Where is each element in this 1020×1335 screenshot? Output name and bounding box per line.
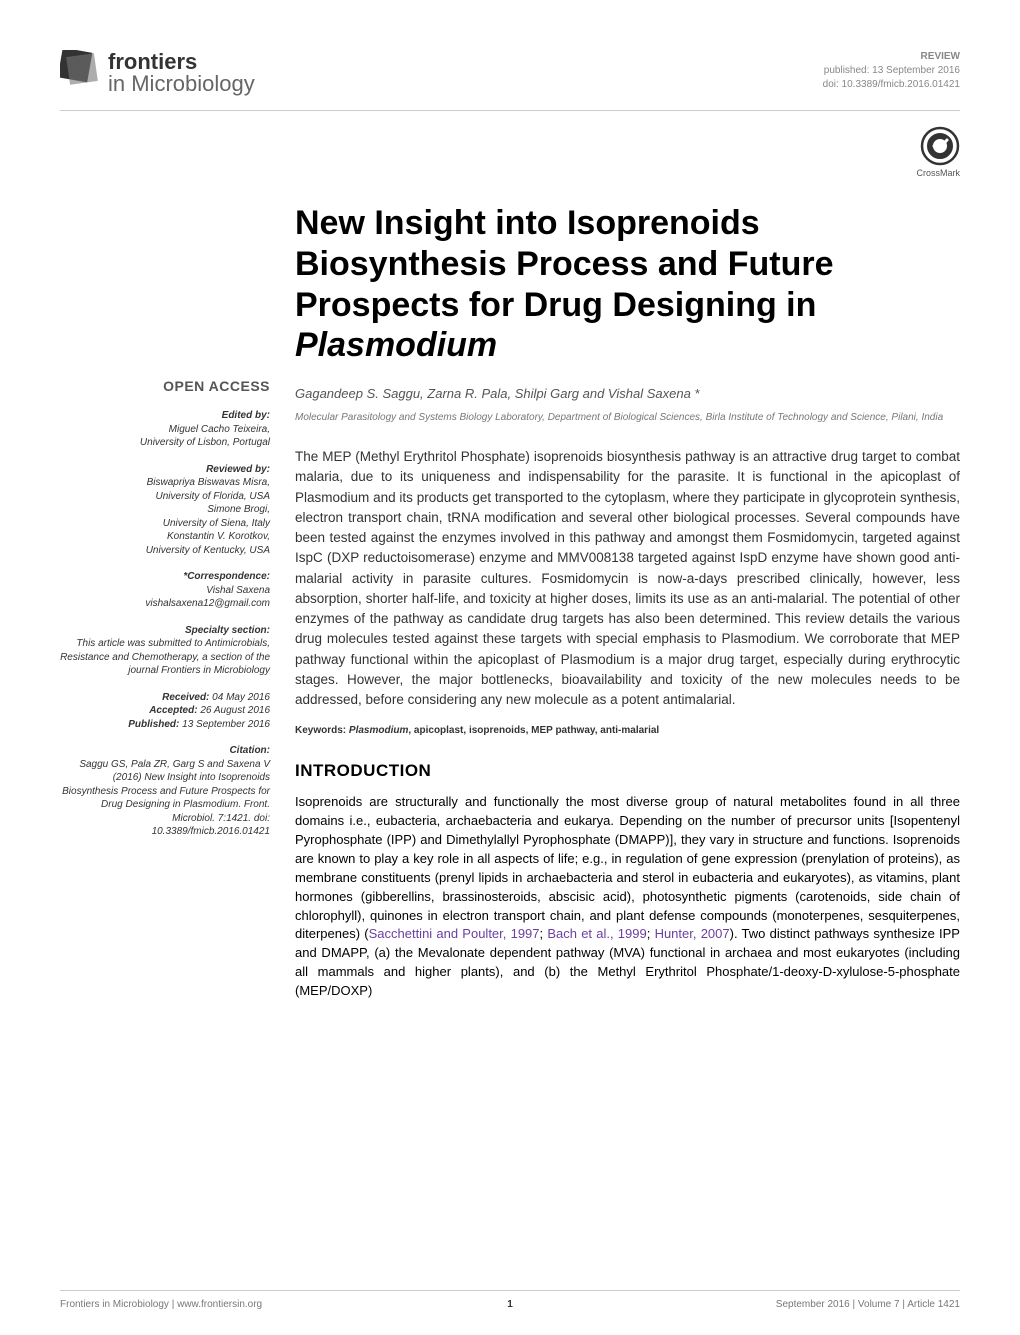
correspondence-label: *Correspondence: — [60, 570, 270, 584]
edited-label: Edited by: — [60, 409, 270, 423]
specialty-label: Specialty section: — [60, 624, 270, 638]
keywords-species: Plasmodium — [349, 725, 408, 736]
publication-meta: REVIEW published: 13 September 2016 doi:… — [823, 50, 960, 92]
title-line-2: Biosynthesis Process and Future — [295, 245, 834, 283]
abstract: The MEP (Methyl Erythritol Phosphate) is… — [295, 447, 960, 710]
frontiers-icon — [60, 50, 108, 95]
edited-by-block: Edited by: Miguel Cacho Teixeira, Univer… — [60, 409, 270, 450]
article-title: New Insight into Isoprenoids Biosynthesi… — [295, 203, 960, 366]
received-label: Received: — [162, 692, 212, 703]
title-species: Plasmodium — [295, 326, 497, 364]
citation-3[interactable]: Hunter, 2007 — [655, 926, 730, 941]
main-column: New Insight into Isoprenoids Biosynthesi… — [295, 203, 960, 1001]
citation-1[interactable]: Sacchettini and Poulter, 1997 — [369, 926, 540, 941]
title-line-3: Prospects for Drug Designing in — [295, 286, 816, 324]
doi: doi: 10.3389/fmicb.2016.01421 — [823, 78, 960, 92]
citation-2[interactable]: Bach et al., 1999 — [547, 926, 646, 941]
reviewer-1-name: Biswapriya Biswavas Misra, — [60, 476, 270, 490]
published-date: 13 September 2016 — [182, 719, 270, 730]
title-line-1: New Insight into Isoprenoids — [295, 204, 760, 242]
content-columns: OPEN ACCESS Edited by: Miguel Cacho Teix… — [60, 203, 960, 1001]
introduction-paragraph: Isoprenoids are structurally and functio… — [295, 793, 960, 1000]
affiliation: Molecular Parasitology and Systems Biolo… — [295, 411, 960, 425]
crossmark-badge[interactable]: CrossMark — [60, 126, 960, 178]
correspondence-name: Vishal Saxena — [60, 584, 270, 598]
sidebar: OPEN ACCESS Edited by: Miguel Cacho Teix… — [60, 203, 270, 1001]
specialty-body: This article was submitted to Antimicrob… — [60, 637, 270, 678]
editor-affiliation: University of Lisbon, Portugal — [60, 436, 270, 450]
reviewer-1-aff: University of Florida, USA — [60, 490, 270, 504]
journal-logo: frontiers in Microbiology — [60, 50, 255, 95]
published-label: Published: — [128, 719, 182, 730]
logo-text-2: in Microbiology — [108, 73, 255, 95]
citation-body: Saggu GS, Pala ZR, Garg S and Saxena V (… — [60, 758, 270, 839]
received-date: 04 May 2016 — [212, 692, 270, 703]
correspondence-email[interactable]: vishalsaxena12@gmail.com — [60, 597, 270, 611]
reviewer-2-name: Simone Brogi, — [60, 503, 270, 517]
keywords: Keywords: Plasmodium, apicoplast, isopre… — [295, 725, 960, 736]
reviewed-by-block: Reviewed by: Biswapriya Biswavas Misra, … — [60, 463, 270, 558]
page-footer: Frontiers in Microbiology | www.frontier… — [60, 1290, 960, 1310]
logo-text-1: frontiers — [108, 51, 255, 73]
reviewed-label: Reviewed by: — [60, 463, 270, 477]
publish-date: published: 13 September 2016 — [823, 64, 960, 78]
authors: Gagandeep S. Saggu, Zarna R. Pala, Shilp… — [295, 386, 960, 401]
accepted-label: Accepted: — [149, 705, 200, 716]
correspondence-block: *Correspondence: Vishal Saxena vishalsax… — [60, 570, 270, 611]
reviewer-3-aff: University of Kentucky, USA — [60, 544, 270, 558]
article-page: frontiers in Microbiology REVIEW publish… — [0, 0, 1020, 1335]
reviewer-2-aff: University of Siena, Italy — [60, 517, 270, 531]
reviewer-3-name: Konstantin V. Korotkov, — [60, 530, 270, 544]
citation-block: Citation: Saggu GS, Pala ZR, Garg S and … — [60, 744, 270, 839]
open-access-label: OPEN ACCESS — [60, 378, 270, 394]
citation-label: Citation: — [60, 744, 270, 758]
specialty-block: Specialty section: This article was subm… — [60, 624, 270, 678]
accepted-date: 26 August 2016 — [200, 705, 270, 716]
intro-pre: Isoprenoids are structurally and functio… — [295, 794, 960, 941]
intro-sep2: ; — [647, 926, 655, 941]
page-number: 1 — [60, 1299, 960, 1310]
page-header: frontiers in Microbiology REVIEW publish… — [60, 50, 960, 111]
dates-block: Received: 04 May 2016 Accepted: 26 Augus… — [60, 691, 270, 732]
keywords-rest: , apicoplast, isoprenoids, MEP pathway, … — [408, 725, 659, 736]
article-type: REVIEW — [823, 50, 960, 64]
keywords-label: Keywords: — [295, 725, 349, 736]
crossmark-label: CrossMark — [916, 168, 960, 178]
introduction-heading: INTRODUCTION — [295, 761, 960, 781]
editor-name: Miguel Cacho Teixeira, — [60, 423, 270, 437]
